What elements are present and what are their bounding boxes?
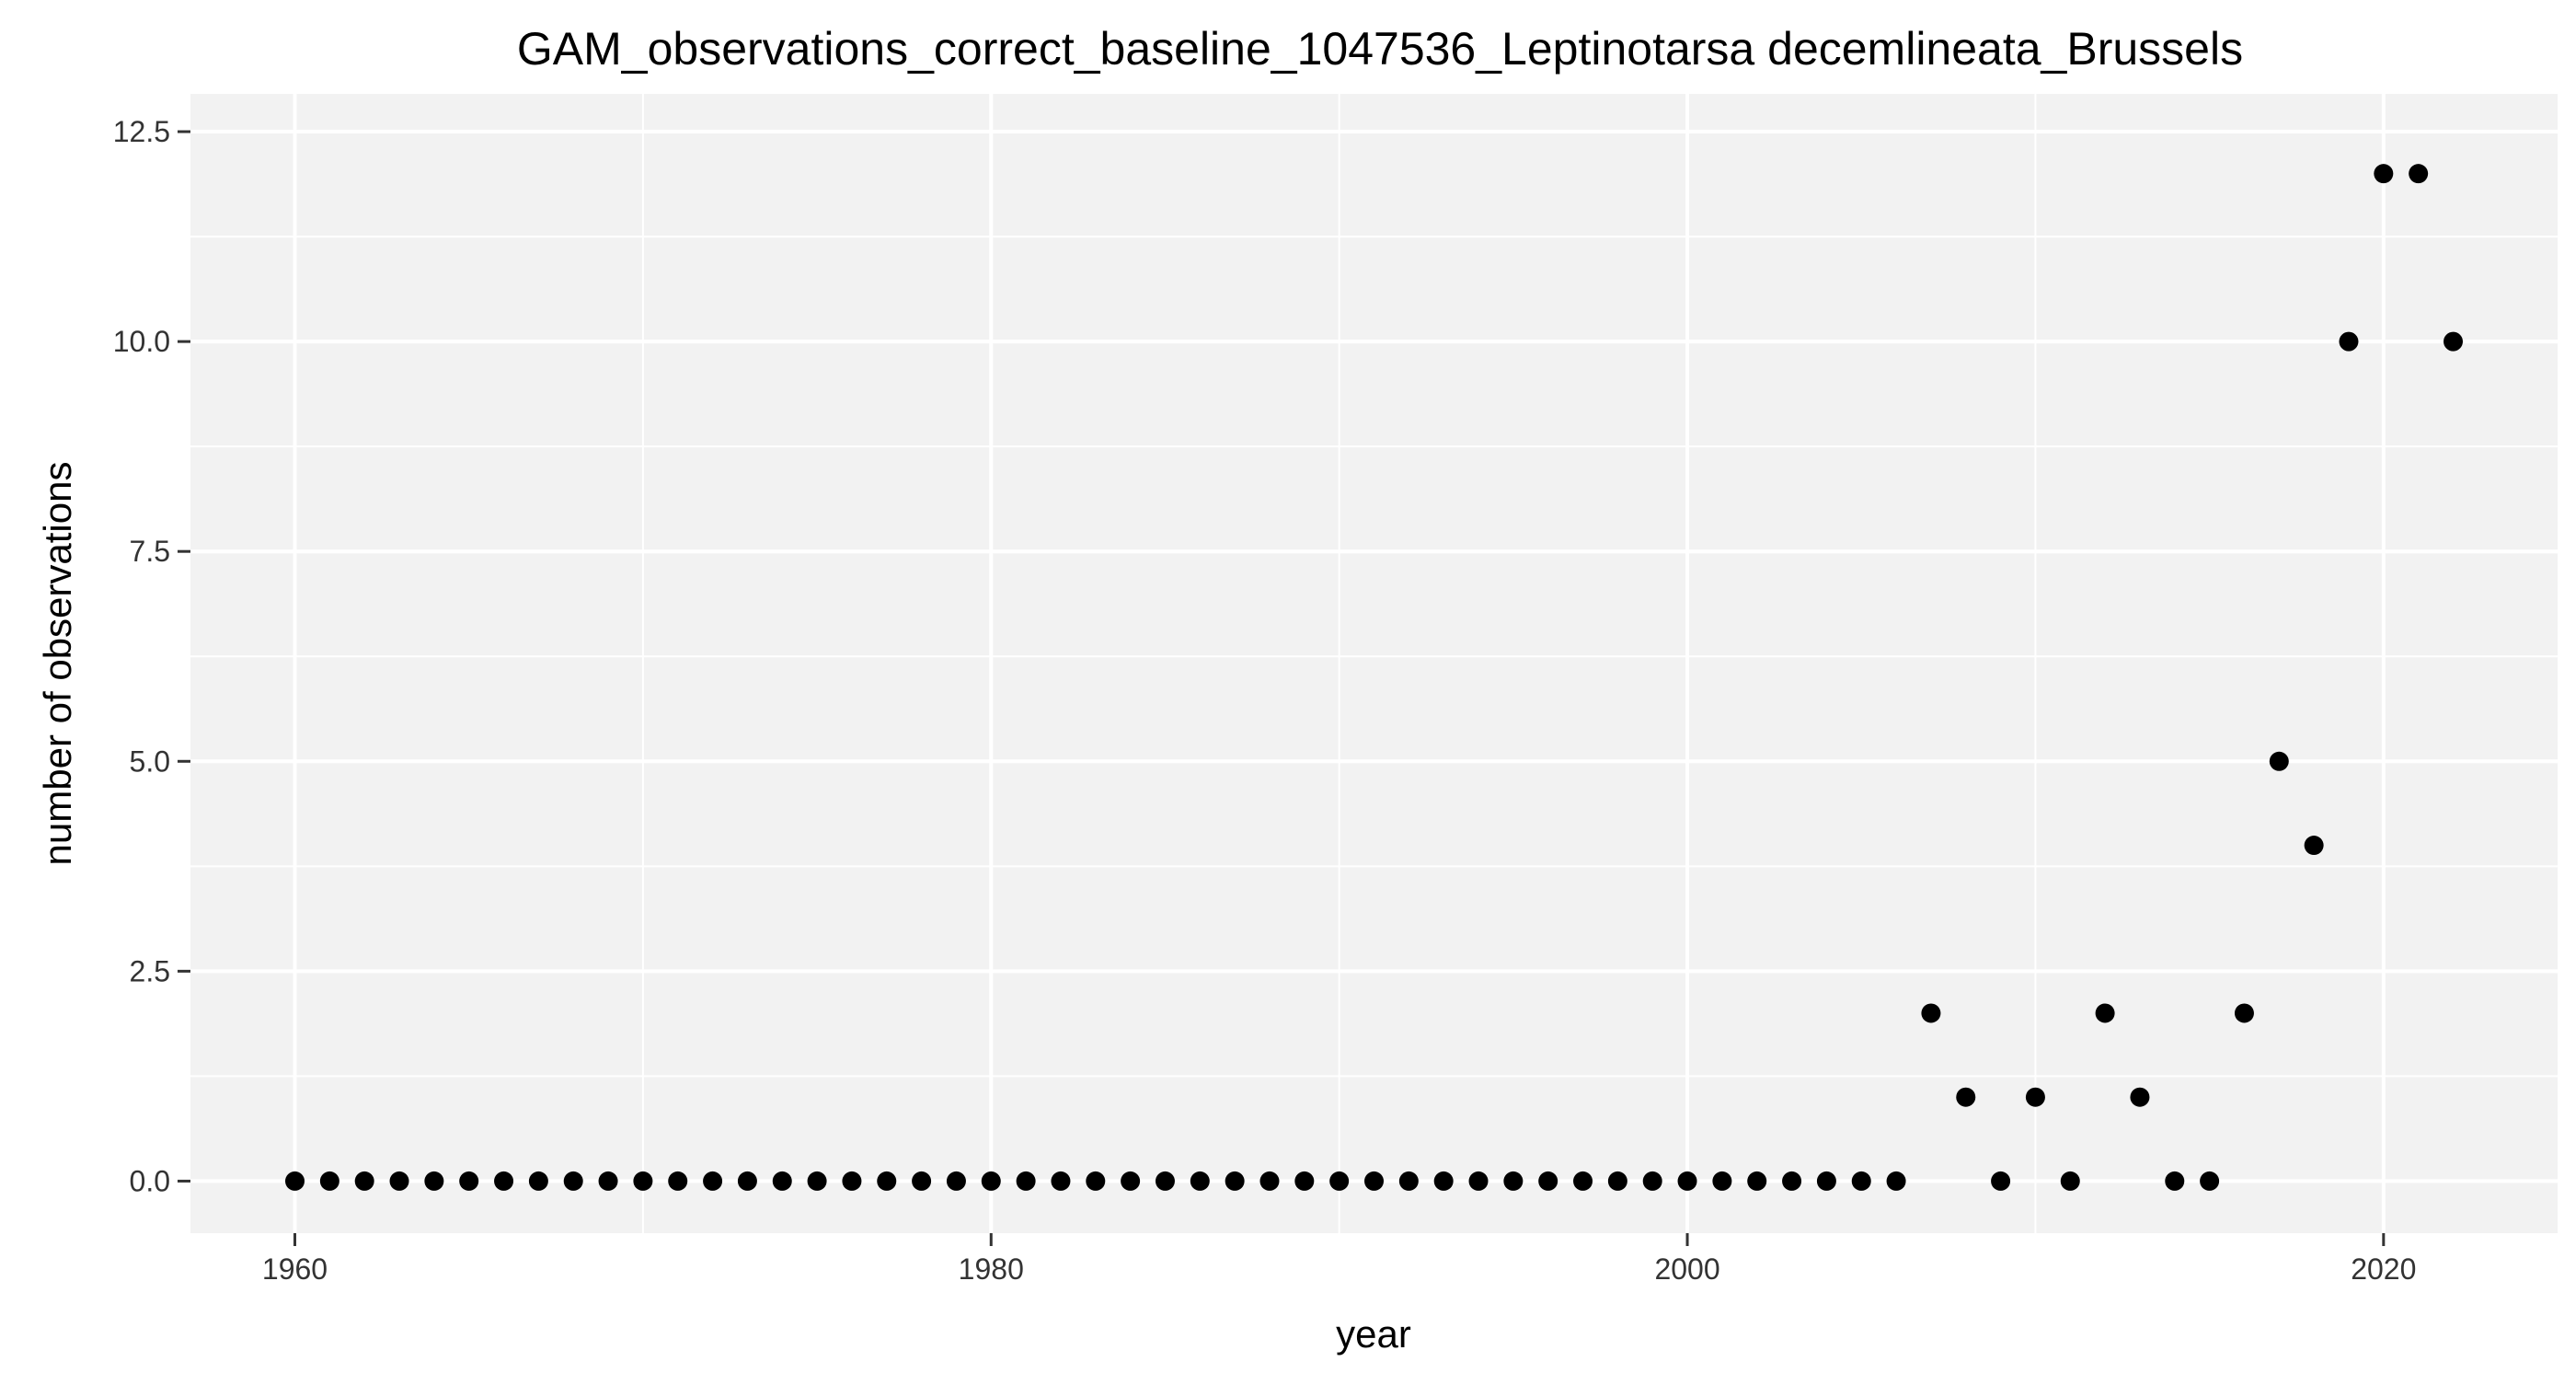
data-point [1086,1171,1106,1191]
data-point [1121,1171,1141,1191]
data-point [1398,1171,1419,1191]
x-axis-title: year [1336,1312,1411,1356]
data-point [1051,1171,1071,1191]
data-point [354,1171,374,1191]
data-point [668,1171,688,1191]
data-point [1816,1171,1836,1191]
data-point [1956,1087,1976,1107]
data-point [459,1171,479,1191]
data-point [1782,1171,1802,1191]
y-axis-title: number of observations [36,462,79,866]
x-tick-label: 2020 [2351,1252,2416,1286]
data-point [1259,1171,1280,1191]
data-point [1642,1171,1662,1191]
data-point [703,1171,723,1191]
data-point [1886,1171,1906,1191]
data-point [807,1171,827,1191]
data-point [1294,1171,1315,1191]
data-point [2165,1171,2185,1191]
data-point [1016,1171,1036,1191]
data-point [2339,331,2359,352]
data-point [1364,1171,1384,1191]
data-point [2200,1171,2220,1191]
data-point [2409,164,2429,184]
data-point [389,1171,409,1191]
data-point [1190,1171,1210,1191]
x-tick-label: 2000 [1654,1252,1719,1286]
data-point [1921,1003,1941,1023]
data-point [1712,1171,1732,1191]
data-point [2304,836,2324,856]
data-point [1607,1171,1627,1191]
data-point [1503,1171,1524,1191]
y-tick-label: 2.5 [130,954,170,987]
data-point [737,1171,757,1191]
data-point [1747,1171,1767,1191]
data-point [912,1171,932,1191]
data-point [2269,751,2289,771]
y-tick-label: 10.0 [113,325,170,358]
data-point [528,1171,548,1191]
data-point [877,1171,897,1191]
data-point [2443,331,2463,352]
data-point [1851,1171,1871,1191]
data-point [2130,1087,2150,1107]
data-point [981,1171,1001,1191]
data-point [285,1171,305,1191]
data-point [946,1171,966,1191]
data-point [2025,1087,2045,1107]
data-point [1329,1171,1350,1191]
data-point [1538,1171,1558,1191]
data-point [319,1171,339,1191]
y-tick-label: 12.5 [113,115,170,148]
data-point [563,1171,583,1191]
x-tick-label: 1960 [262,1252,328,1286]
data-point [2374,164,2394,184]
data-point [1225,1171,1245,1191]
chart-title: GAM_observations_correct_baseline_104753… [517,23,2243,75]
data-point [494,1171,514,1191]
data-point [1573,1171,1593,1191]
data-point [633,1171,653,1191]
y-tick-label: 7.5 [130,535,170,568]
data-points [285,164,2463,1191]
x-tick-label: 1980 [959,1252,1024,1286]
y-tick-label: 5.0 [130,744,170,778]
y-tick-label: 0.0 [130,1164,170,1197]
plot-panel [190,94,2558,1233]
data-point [1433,1171,1454,1191]
data-point [2060,1171,2080,1191]
data-point [1155,1171,1175,1191]
data-point [2234,1003,2254,1023]
data-point [424,1171,444,1191]
data-point [2095,1003,2115,1023]
x-axis: 1960 1980 2000 2020 [262,1233,2416,1286]
data-point [772,1171,792,1191]
minor-gridlines [190,94,2558,1233]
data-point [1677,1171,1697,1191]
data-point [1991,1171,2011,1191]
y-axis: 0.0 2.5 5.0 7.5 10.0 12.5 [113,115,190,1197]
data-point [598,1171,618,1191]
data-point [1468,1171,1489,1191]
data-point [842,1171,862,1191]
